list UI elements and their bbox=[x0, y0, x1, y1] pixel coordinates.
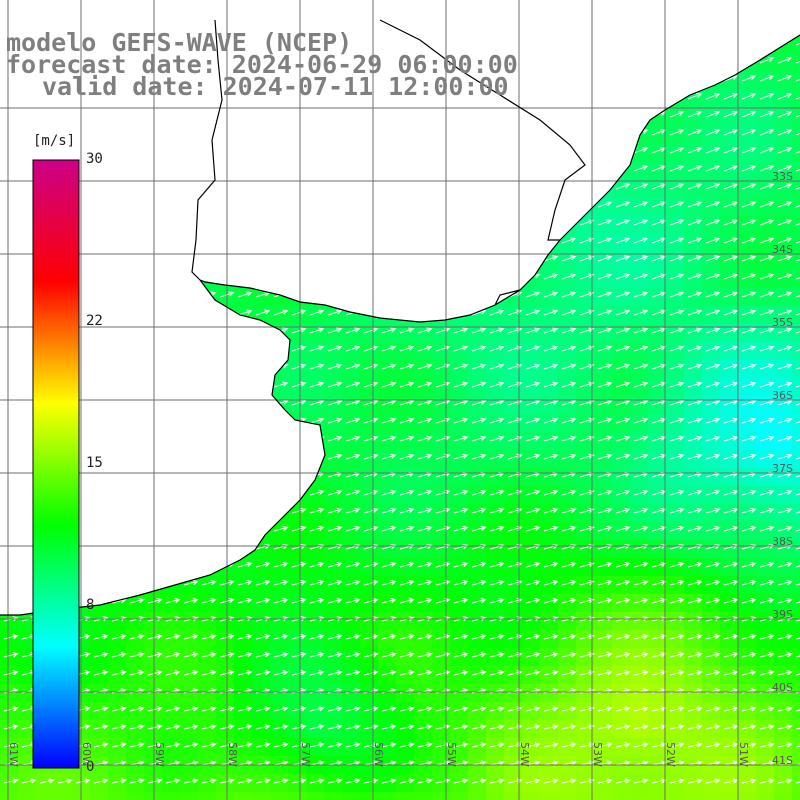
colorbar-tick-label: 8 bbox=[86, 596, 95, 613]
latitude-label: 37S bbox=[772, 462, 793, 475]
colorbar-tick-label: 15 bbox=[86, 455, 103, 471]
longitude-label: 56W bbox=[372, 742, 385, 767]
longitude-label: 55W bbox=[445, 742, 458, 767]
longitude-label: 51W bbox=[737, 742, 750, 767]
coastline bbox=[0, 19, 800, 616]
latitude-label: 35S bbox=[772, 316, 793, 329]
longitude-label: 59W bbox=[153, 742, 166, 767]
latitude-label: 40S bbox=[772, 681, 793, 694]
colorbar-tick-label: 22 bbox=[86, 313, 103, 330]
latitude-label: 33S bbox=[772, 170, 793, 183]
forecast-date: forecast date: 2024-06-29 06:00:00 bbox=[6, 50, 518, 79]
longitude-label: 52W bbox=[664, 742, 677, 767]
longitude-label: 60W bbox=[80, 742, 93, 767]
longitude-label: 58W bbox=[226, 742, 239, 767]
colorbar-unit: [m/s] bbox=[33, 133, 76, 149]
colorbar-tick-label: 0 bbox=[86, 759, 95, 775]
longitude-label: 53W bbox=[591, 742, 604, 767]
colorbar bbox=[32, 159, 80, 769]
latitude-label: 41S bbox=[772, 754, 793, 767]
latitude-label: 36S bbox=[772, 389, 793, 402]
longitude-label: 61W bbox=[7, 742, 20, 767]
model-title: modelo GEFS-WAVE (NCEP) bbox=[6, 28, 353, 57]
latitude-label: 38S bbox=[772, 535, 793, 548]
longitude-label: 54W bbox=[518, 742, 531, 767]
valid-date: valid date: 2024-07-11 12:00:00 bbox=[42, 72, 509, 101]
latitude-label: 39S bbox=[772, 608, 793, 621]
colorbar-tick-label: 30 bbox=[86, 151, 103, 167]
latitude-label: 34S bbox=[772, 243, 793, 256]
longitude-label: 57W bbox=[299, 742, 312, 767]
